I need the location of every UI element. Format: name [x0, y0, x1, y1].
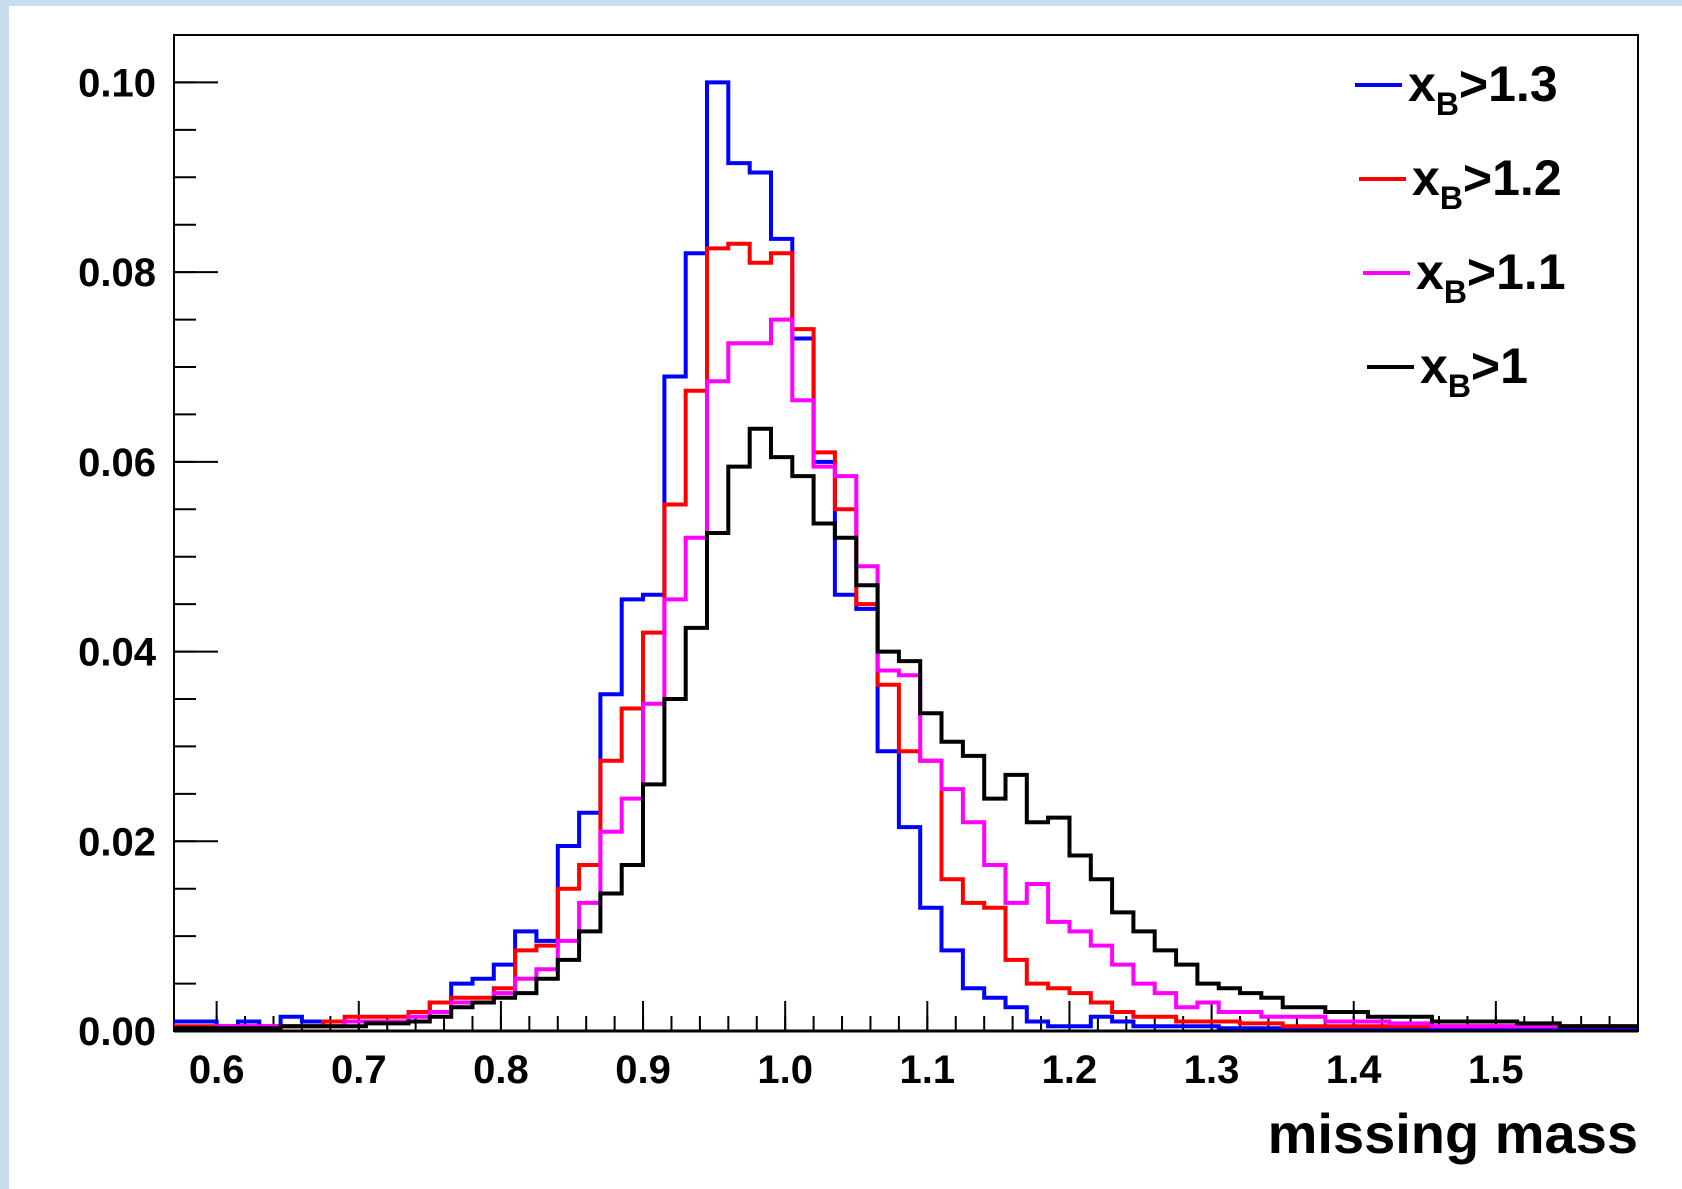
y-tick-label: 0.02 — [78, 820, 156, 864]
y-tick-label: 0.08 — [78, 251, 156, 295]
series-line-0 — [174, 80, 1638, 1031]
x-axis-title: missing mass — [1268, 1102, 1638, 1165]
legend-label: xB>1.3 — [1408, 56, 1558, 122]
series-layer — [174, 80, 1638, 1033]
x-tick-label: 0.7 — [331, 1048, 387, 1092]
series-line-1 — [174, 241, 1638, 1029]
y-tick-label: 0.06 — [78, 441, 156, 485]
legend-label: xB>1 — [1420, 338, 1528, 404]
series-line-2 — [174, 317, 1638, 1031]
x-tick-label: 1.1 — [900, 1048, 956, 1092]
x-tick-label: 1.4 — [1326, 1048, 1382, 1092]
legend-entry-2: xB>1.1 — [1363, 244, 1566, 310]
left-frame-strip — [0, 0, 9, 1189]
x-tick-label: 0.8 — [473, 1048, 529, 1092]
top-frame-strip — [0, 0, 1682, 6]
series-line-3 — [174, 426, 1638, 1031]
x-tick-label: 1.0 — [757, 1048, 813, 1092]
x-tick-label: 0.9 — [615, 1048, 671, 1092]
legend-entry-1: xB>1.2 — [1359, 150, 1562, 216]
y-tick-label: 0.00 — [78, 1010, 156, 1054]
legend: xB>1.3 xB>1.2 xB>1.1 xB>1 — [1355, 56, 1566, 404]
y-tick-label: 0.04 — [78, 631, 157, 675]
x-axis: 0.6 0.7 0.8 0.9 1.0 1.1 1.2 1.3 1.4 1.5 — [189, 1001, 1611, 1092]
x-tick-label: 1.2 — [1042, 1048, 1098, 1092]
legend-label: xB>1.1 — [1416, 244, 1566, 310]
x-tick-label: 1.5 — [1468, 1048, 1524, 1092]
legend-entry-3: xB>1 — [1367, 338, 1528, 404]
y-tick-label: 0.10 — [78, 61, 156, 105]
legend-label: xB>1.2 — [1412, 150, 1562, 216]
x-tick-label: 1.3 — [1184, 1048, 1240, 1092]
y-axis: 0.00 0.02 0.04 0.06 0.08 0.10 — [78, 61, 218, 1054]
x-tick-label: 0.6 — [189, 1048, 245, 1092]
legend-entry-0: xB>1.3 — [1355, 56, 1558, 122]
